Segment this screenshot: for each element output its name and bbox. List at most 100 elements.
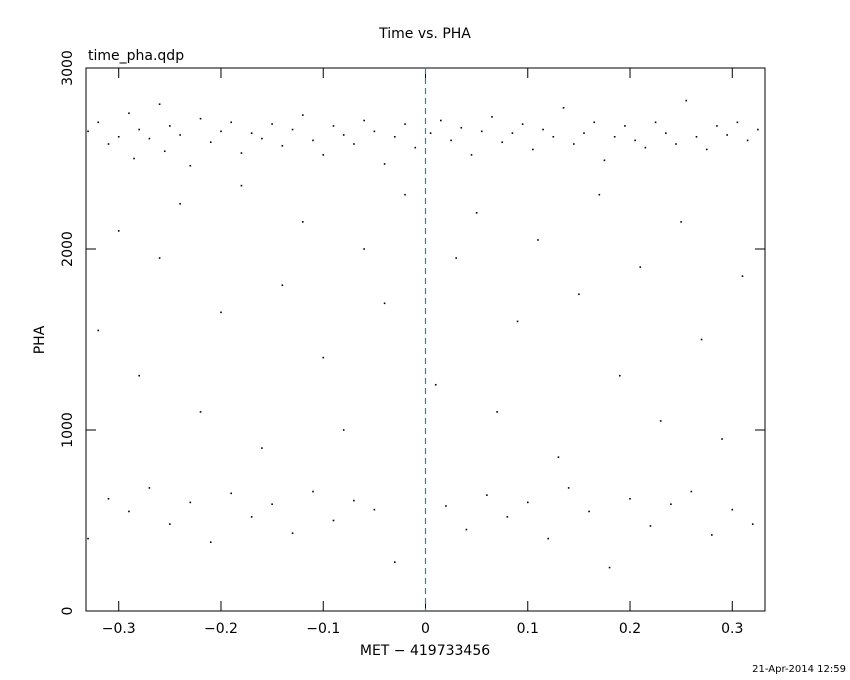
point xyxy=(271,123,273,125)
point xyxy=(138,128,140,131)
point xyxy=(250,516,253,518)
point xyxy=(711,534,713,536)
point xyxy=(721,438,723,440)
point xyxy=(189,164,192,167)
point xyxy=(342,429,345,431)
point xyxy=(332,519,335,522)
point xyxy=(470,154,473,156)
point xyxy=(230,492,233,495)
point xyxy=(434,383,437,386)
point xyxy=(450,139,452,142)
point xyxy=(562,107,565,109)
point xyxy=(97,329,100,332)
point xyxy=(506,516,509,518)
x-tick-label: 0 xyxy=(421,621,430,637)
point xyxy=(97,121,100,124)
x-tick-label: 0.3 xyxy=(721,621,743,637)
point xyxy=(394,561,396,563)
point xyxy=(353,143,355,145)
point xyxy=(209,541,212,544)
point xyxy=(572,143,575,145)
point xyxy=(593,121,596,124)
point xyxy=(353,499,355,502)
point xyxy=(680,221,682,223)
point xyxy=(301,221,304,223)
x-tick-label: −0.3 xyxy=(102,621,136,637)
point xyxy=(240,152,243,154)
point xyxy=(209,141,212,144)
point xyxy=(634,139,636,142)
point xyxy=(281,145,284,147)
y-tick-label: 1000 xyxy=(60,412,76,448)
x-tick-label: −0.2 xyxy=(204,621,238,637)
point xyxy=(644,146,647,149)
point xyxy=(158,103,161,105)
point xyxy=(163,150,166,153)
point xyxy=(373,130,376,133)
point xyxy=(629,497,631,500)
point xyxy=(700,338,703,341)
point xyxy=(383,302,386,305)
point xyxy=(480,130,483,133)
point xyxy=(301,114,304,116)
point xyxy=(557,456,560,458)
point xyxy=(665,132,667,134)
point xyxy=(199,117,202,120)
point xyxy=(736,121,739,124)
point xyxy=(291,128,294,131)
point xyxy=(87,537,89,540)
point xyxy=(746,139,749,142)
point xyxy=(107,497,110,500)
point xyxy=(261,447,263,449)
point xyxy=(526,501,529,504)
point xyxy=(363,119,365,122)
point xyxy=(230,121,233,124)
point xyxy=(271,503,273,506)
point xyxy=(608,566,611,569)
chart-subtitle: time_pha.qdp xyxy=(88,48,184,64)
point xyxy=(250,132,253,134)
point xyxy=(128,510,130,513)
chart-title: Time vs. PHA xyxy=(378,26,471,42)
point xyxy=(532,148,534,151)
point xyxy=(220,130,222,133)
point xyxy=(639,266,642,268)
point xyxy=(751,523,754,525)
point xyxy=(404,193,406,196)
point xyxy=(496,411,498,413)
y-tick-label: 3000 xyxy=(60,50,76,86)
point xyxy=(148,487,151,489)
point xyxy=(169,125,171,127)
point xyxy=(342,134,345,136)
point xyxy=(404,123,406,125)
point xyxy=(189,501,192,504)
point xyxy=(537,239,539,241)
point xyxy=(107,143,110,145)
point xyxy=(199,411,202,413)
point xyxy=(486,494,488,496)
point xyxy=(373,508,376,511)
point xyxy=(741,275,744,277)
point xyxy=(690,490,693,493)
point xyxy=(169,523,171,525)
point xyxy=(128,112,130,115)
point xyxy=(542,128,544,131)
point xyxy=(659,420,662,422)
point xyxy=(705,148,708,151)
point xyxy=(624,125,626,127)
point xyxy=(716,125,718,127)
point xyxy=(516,320,519,323)
point xyxy=(261,137,263,140)
x-tick-label: 0.1 xyxy=(517,621,539,637)
point xyxy=(603,159,606,162)
point xyxy=(670,503,672,506)
point xyxy=(363,248,365,250)
point xyxy=(322,356,325,359)
point xyxy=(220,311,222,314)
point xyxy=(455,257,457,259)
point xyxy=(179,134,181,136)
point xyxy=(117,135,120,138)
point xyxy=(511,132,514,134)
point xyxy=(465,528,468,531)
point xyxy=(613,135,616,138)
